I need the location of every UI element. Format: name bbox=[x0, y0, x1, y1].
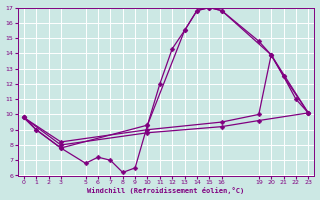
X-axis label: Windchill (Refroidissement éolien,°C): Windchill (Refroidissement éolien,°C) bbox=[87, 187, 245, 194]
